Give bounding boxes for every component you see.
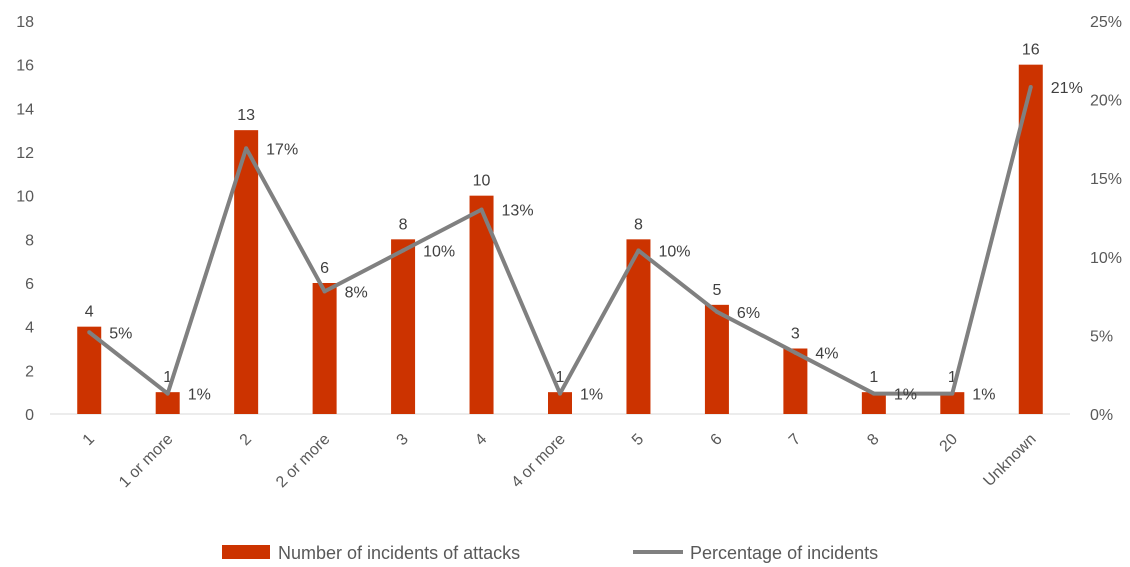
line-point [558, 391, 562, 396]
line-point [401, 248, 406, 253]
line-point [1028, 85, 1033, 90]
bar-value-label: 16 [1022, 42, 1040, 59]
bar [704, 304, 729, 414]
y-axis-left: 0 2 4 6 8 10 12 14 16 18 [16, 14, 34, 424]
y-axis-right: 0% 5% 10% 15% 20% 25% [1090, 14, 1122, 424]
bar [391, 239, 416, 414]
x-tick-label: 20 [937, 431, 962, 456]
line-value-label: 1% [894, 387, 917, 404]
y-left-tick-label: 18 [16, 14, 34, 31]
bar-value-label: 8 [399, 216, 408, 233]
bar-value-label: 4 [85, 304, 94, 321]
legend-swatch-bars [222, 545, 270, 559]
line-point [244, 146, 249, 151]
legend-label-bars: Number of incidents of attacks [278, 543, 520, 563]
bar [783, 348, 808, 414]
y-left-tick-label: 6 [25, 276, 34, 293]
y-right-tick-label: 5% [1090, 328, 1113, 345]
bar-value-label: 1 [869, 369, 878, 386]
bar [548, 392, 572, 414]
line-point [87, 330, 92, 335]
x-tick-label: 1 or more [116, 431, 177, 492]
bar [312, 283, 337, 414]
line-value-label: 10% [423, 244, 455, 261]
y-right-tick-label: 20% [1090, 93, 1122, 110]
line-value-label: 17% [266, 141, 298, 158]
bar-data-labels: 4 1 13 6 8 10 1 8 5 3 1 1 16 [85, 42, 1040, 386]
line-point [793, 350, 798, 355]
bar-value-label: 10 [473, 173, 491, 190]
bar [155, 392, 180, 414]
legend-label-line: Percentage of incidents [690, 543, 878, 563]
y-right-tick-label: 0% [1090, 407, 1113, 424]
percentage-line [87, 86, 1033, 396]
line-value-label: 13% [502, 203, 534, 220]
y-left-tick-label: 2 [25, 363, 34, 380]
y-left-tick-label: 0 [25, 407, 34, 424]
bar-value-label: 3 [791, 326, 800, 343]
x-axis: 1 1 or more 2 2 or more 3 4 4 or more 5 6 7 8 20 Unk… [80, 431, 1040, 492]
line-value-label: 1% [580, 387, 603, 404]
line-point [322, 289, 327, 294]
bar [77, 326, 102, 414]
line-point [871, 391, 876, 396]
line-value-label: 1% [188, 387, 211, 404]
line-point [950, 391, 955, 396]
x-tick-label: 8 [864, 431, 882, 449]
bar-value-label: 6 [320, 260, 329, 277]
x-tick-label: 3 [394, 431, 412, 449]
line-point [165, 391, 170, 396]
x-tick-label: Unknown [980, 431, 1039, 490]
bar-series [77, 64, 1043, 415]
line-point [479, 207, 484, 212]
x-tick-label: 2 or more [273, 431, 334, 492]
y-left-tick-label: 10 [16, 189, 34, 206]
line-value-label: 21% [1051, 80, 1083, 97]
x-tick-label: 4 [472, 431, 490, 449]
bar [940, 392, 965, 414]
legend: Number of incidents of attacks Percentag… [222, 543, 878, 563]
line-series [87, 85, 1033, 396]
line-data-labels: 5% 1% 17% 8% 10% 13% 1% 10% 6% 4% 1% 1% 21% [109, 80, 1083, 404]
bar-value-label: 5 [712, 282, 721, 299]
line-value-label: 10% [658, 244, 690, 261]
bar-value-label: 8 [634, 216, 643, 233]
line-point [714, 309, 719, 314]
y-right-tick-label: 15% [1090, 171, 1122, 188]
x-tick-label: 5 [629, 431, 647, 449]
x-tick-label: 6 [707, 431, 725, 449]
x-tick-label: 1 [80, 431, 98, 449]
x-tick-label: 7 [786, 431, 804, 449]
x-tick-label: 4 or more [508, 431, 569, 492]
line-value-label: 1% [972, 387, 995, 404]
line-value-label: 4% [815, 346, 838, 363]
line-value-label: 8% [345, 284, 368, 301]
bar [861, 392, 886, 414]
bar-value-label: 1 [948, 369, 957, 386]
x-tick-label: 2 [237, 431, 255, 449]
line-point [636, 248, 641, 253]
bar-value-label: 1 [556, 369, 565, 386]
y-right-tick-label: 25% [1090, 14, 1122, 31]
bar-value-label: 13 [237, 107, 255, 124]
y-left-tick-label: 14 [16, 101, 34, 118]
line-value-label: 6% [737, 305, 760, 322]
y-left-tick-label: 4 [25, 320, 34, 337]
y-left-tick-label: 8 [25, 232, 34, 249]
line-value-label: 5% [109, 325, 132, 342]
y-right-tick-label: 10% [1090, 250, 1122, 267]
y-left-tick-label: 16 [16, 58, 34, 75]
bar-value-label: 1 [163, 369, 172, 386]
y-left-tick-label: 12 [16, 145, 34, 162]
